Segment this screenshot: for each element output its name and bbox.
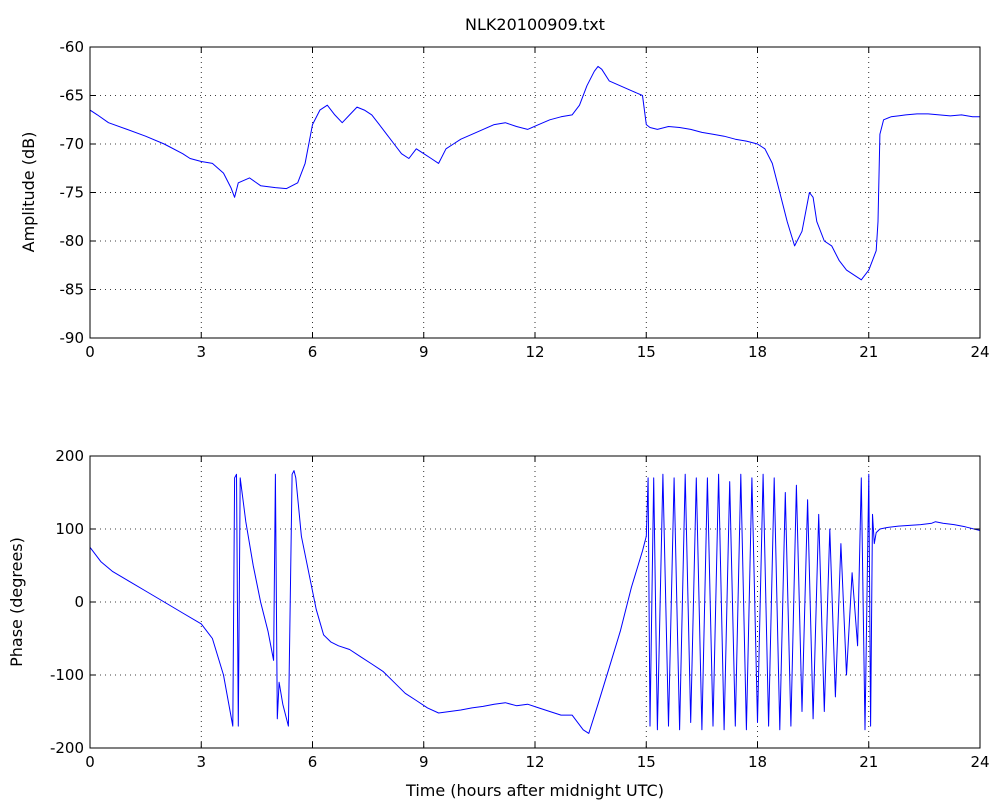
phase-xtick-label: 24 (970, 753, 989, 771)
phase-xtick-label: 3 (196, 753, 206, 771)
phase-xtick-label: 9 (419, 753, 429, 771)
phase-xtick-label: 15 (637, 753, 656, 771)
amplitude-xtick-label: 12 (525, 343, 544, 361)
chart-title: NLK20100909.txt (465, 15, 605, 34)
phase-ytick-label: -100 (50, 666, 84, 684)
amplitude-axes: 0 3 6 9 12 15 18 21 24 -90 -85 -80 -75 -70 -65 -60 NLK2… (19, 15, 990, 361)
phase-xtick-label: 6 (308, 753, 318, 771)
phase-xtick-label: 12 (525, 753, 544, 771)
amplitude-ticks: 0 3 6 9 12 15 18 21 24 -90 -85 -80 -75 -70 -65 -60 (60, 38, 990, 361)
amplitude-ytick-label: -75 (60, 184, 85, 202)
phase-ytick-label: 200 (55, 447, 84, 465)
amplitude-xtick-label: 3 (196, 343, 206, 361)
phase-ytick-label: 0 (74, 593, 84, 611)
phase-xtick-label: 21 (859, 753, 878, 771)
phase-ytick-label: 100 (55, 520, 84, 538)
amplitude-xtick-label: 24 (970, 343, 989, 361)
phase-axes: 0 3 6 9 12 15 18 21 24 -200 -100 0 100 200 Time (hour… (7, 447, 990, 800)
amplitude-series-line (89, 65, 980, 281)
amplitude-ytick-label: -85 (60, 281, 85, 299)
amplitude-ytick-label: -65 (60, 87, 85, 105)
amplitude-grid (90, 47, 980, 338)
amplitude-xtick-label: 21 (859, 343, 878, 361)
amplitude-xtick-label: 6 (308, 343, 318, 361)
amplitude-xtick-label: 0 (85, 343, 95, 361)
amplitude-ytick-label: -90 (60, 329, 85, 347)
phase-xtick-label: 18 (748, 753, 767, 771)
amplitude-xtick-label: 15 (637, 343, 656, 361)
amplitude-xtick-label: 9 (419, 343, 429, 361)
phase-ytick-label: -200 (50, 739, 84, 757)
amplitude-ylabel: Amplitude (dB) (19, 132, 38, 253)
phase-xlabel: Time (hours after midnight UTC) (405, 781, 664, 800)
phase-ticks: 0 3 6 9 12 15 18 21 24 -200 -100 0 100 200 (50, 447, 990, 771)
amplitude-traces (89, 65, 980, 281)
amplitude-ytick-label: -80 (60, 232, 85, 250)
phase-xtick-label: 0 (85, 753, 95, 771)
phase-series-line (89, 470, 981, 734)
phase-traces (89, 470, 981, 734)
amplitude-xtick-label: 18 (748, 343, 767, 361)
phase-grid (90, 456, 980, 748)
amplitude-ytick-label: -60 (60, 38, 85, 56)
phase-ylabel: Phase (degrees) (7, 537, 26, 667)
amplitude-ytick-label: -70 (60, 135, 85, 153)
